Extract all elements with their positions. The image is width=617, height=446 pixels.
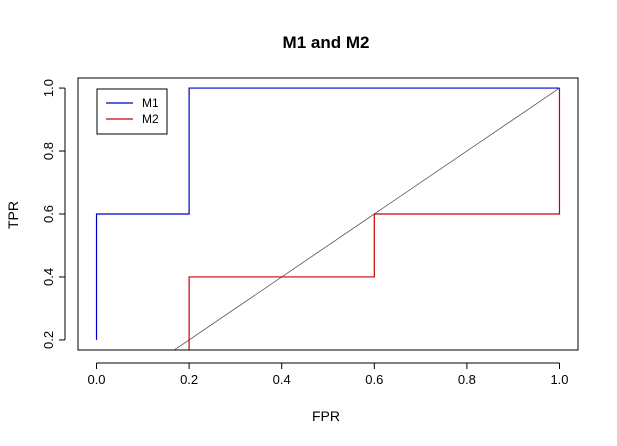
- series-line-m1: [95, 87, 560, 340]
- x-tick-label: 0.2: [180, 372, 198, 387]
- plot-frame: [77, 77, 579, 351]
- reference-diagonal-line: [173, 87, 560, 350]
- y-axis-label: TPR: [5, 201, 21, 229]
- x-tick-label: 1.0: [550, 372, 568, 387]
- y-tick-label: 0.2: [41, 331, 56, 349]
- x-tick-label: 0.8: [458, 372, 476, 387]
- y-tick-label: 0.6: [41, 205, 56, 223]
- legend-label-m2: M2: [142, 112, 159, 126]
- y-tick-label: 0.8: [41, 142, 56, 160]
- axes: 0.0 0.2 0.4 0.6 0.8 1.0 0.2 0.4 0.6 0.8 1.0: [41, 77, 579, 387]
- x-tick-label: 0.4: [273, 372, 291, 387]
- series-line-m2: [188, 88, 561, 350]
- y-tick-label: 0.4: [41, 268, 56, 286]
- plot-area: [95, 87, 561, 350]
- y-tick-label: 1.0: [41, 79, 56, 97]
- x-tick-label: 0.0: [87, 372, 105, 387]
- legend-label-m1: M1: [142, 96, 159, 110]
- x-tick-label: 0.6: [365, 372, 383, 387]
- chart-title: M1 and M2: [283, 33, 370, 52]
- legend-box: [96, 88, 168, 135]
- x-axis-label: FPR: [312, 408, 340, 424]
